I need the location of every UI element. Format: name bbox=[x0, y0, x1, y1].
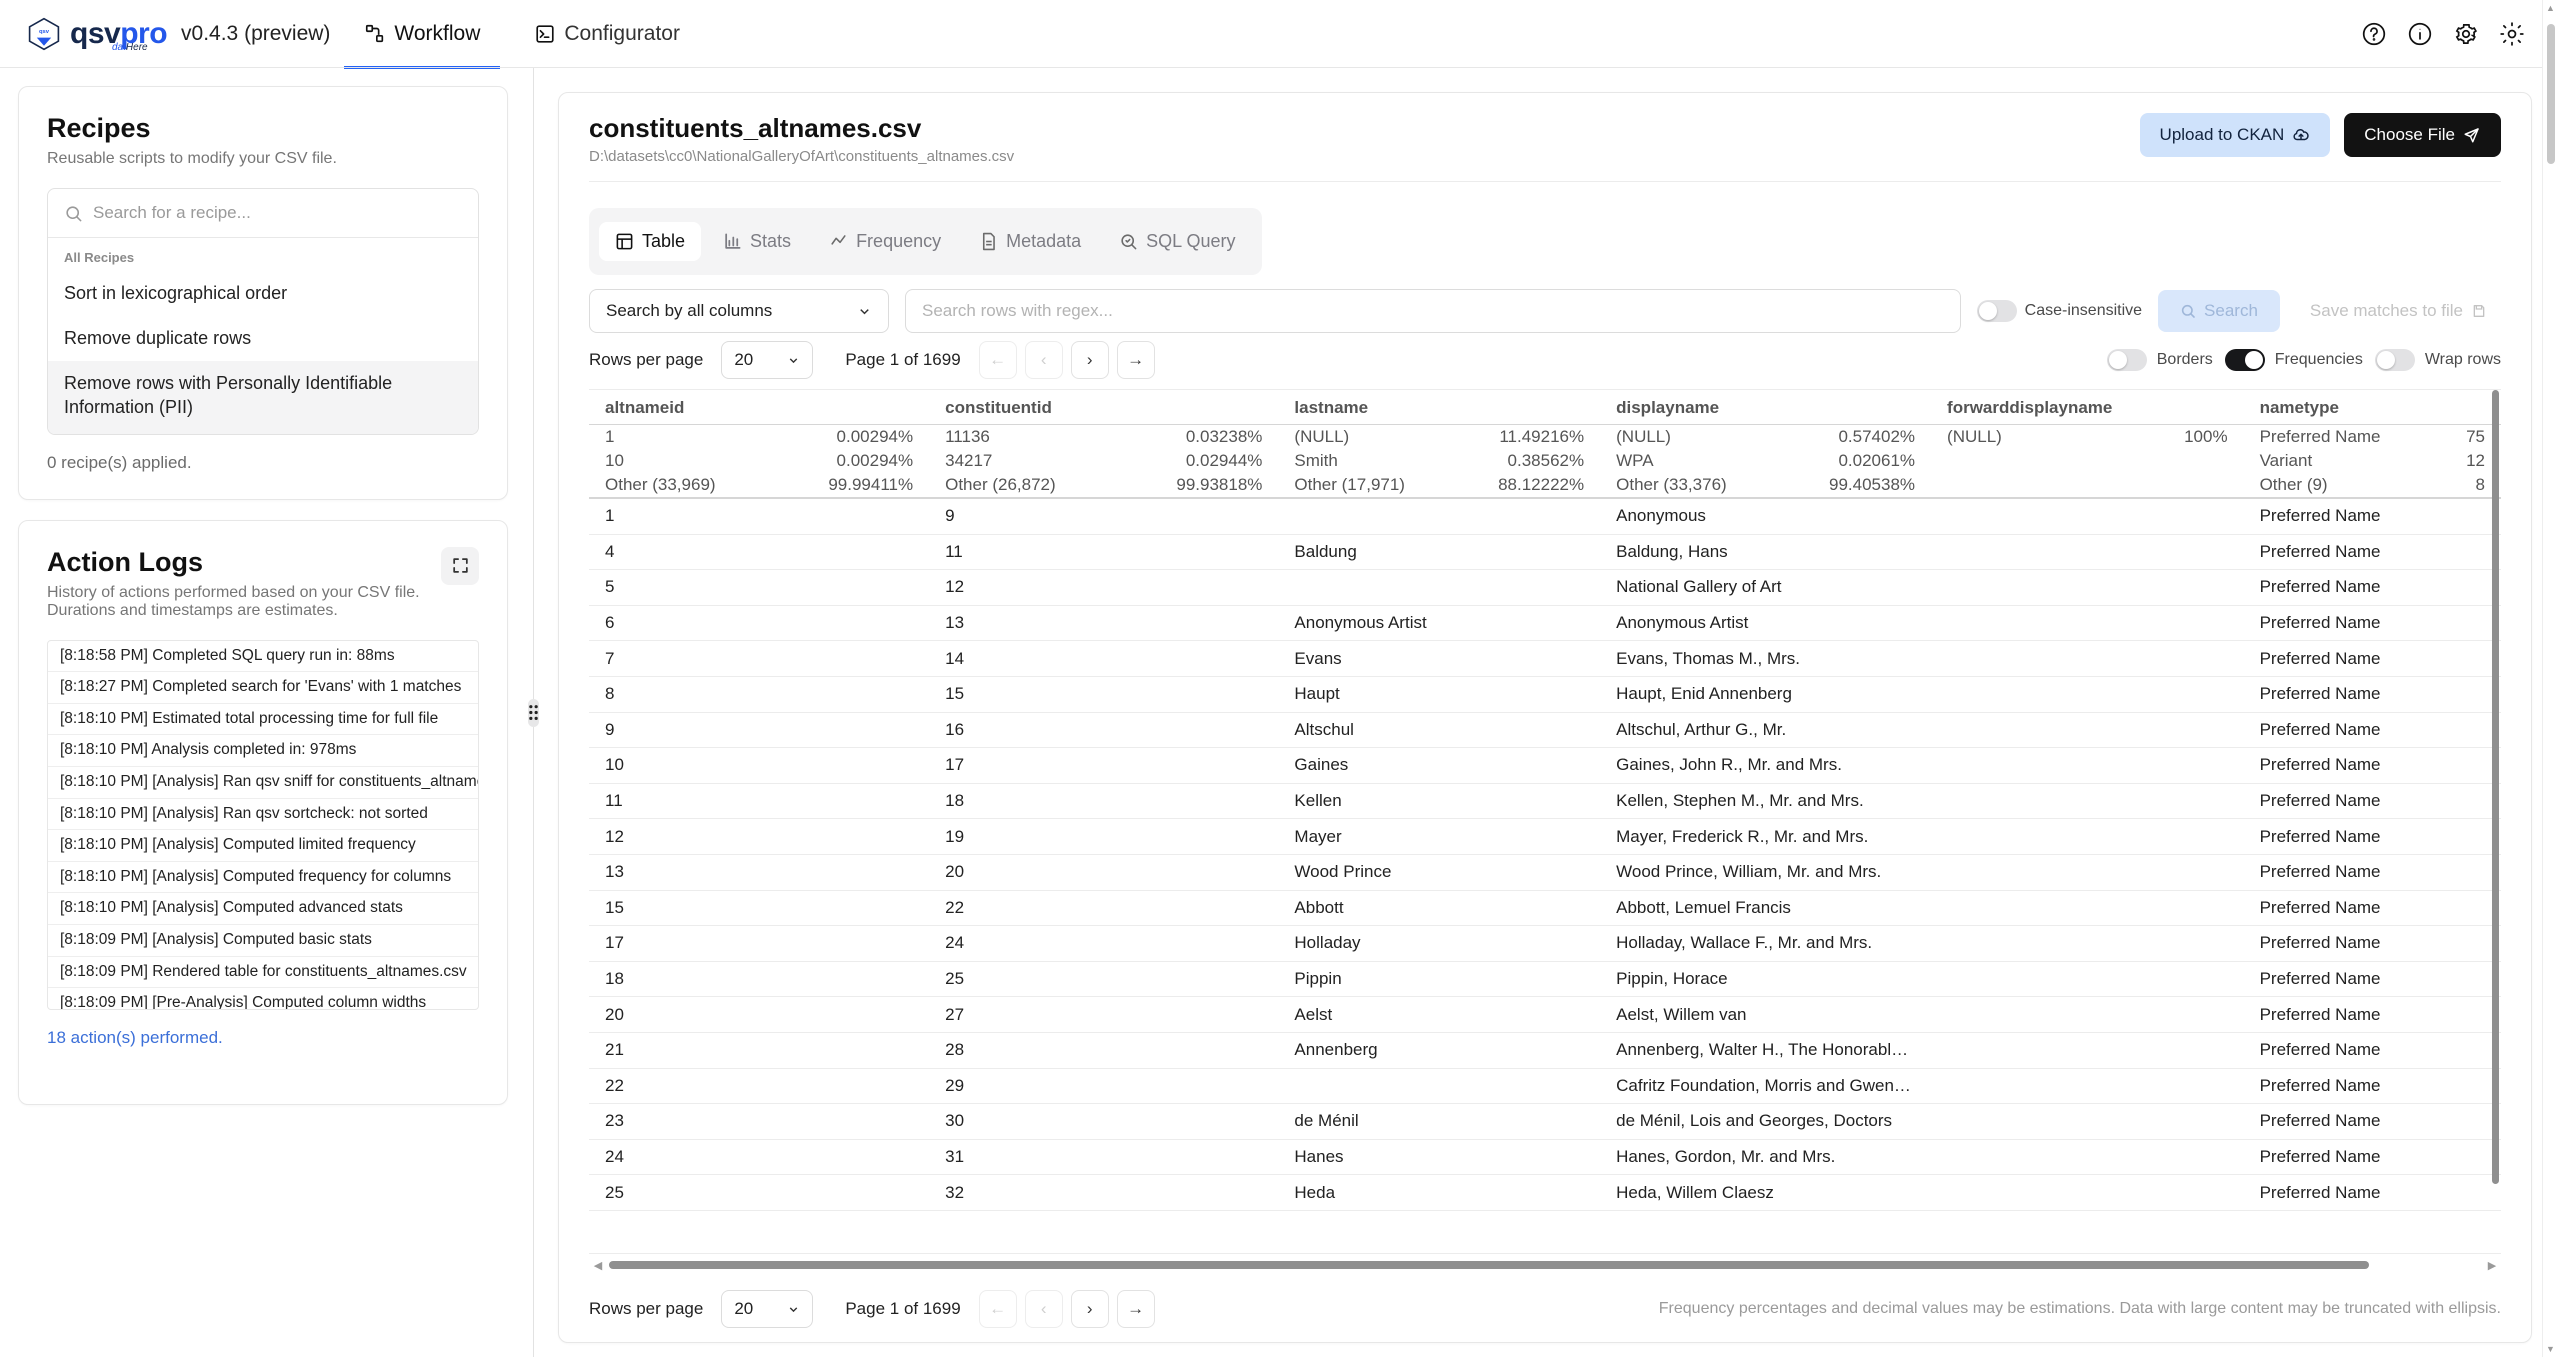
svg-text:qsv: qsv bbox=[39, 29, 50, 35]
